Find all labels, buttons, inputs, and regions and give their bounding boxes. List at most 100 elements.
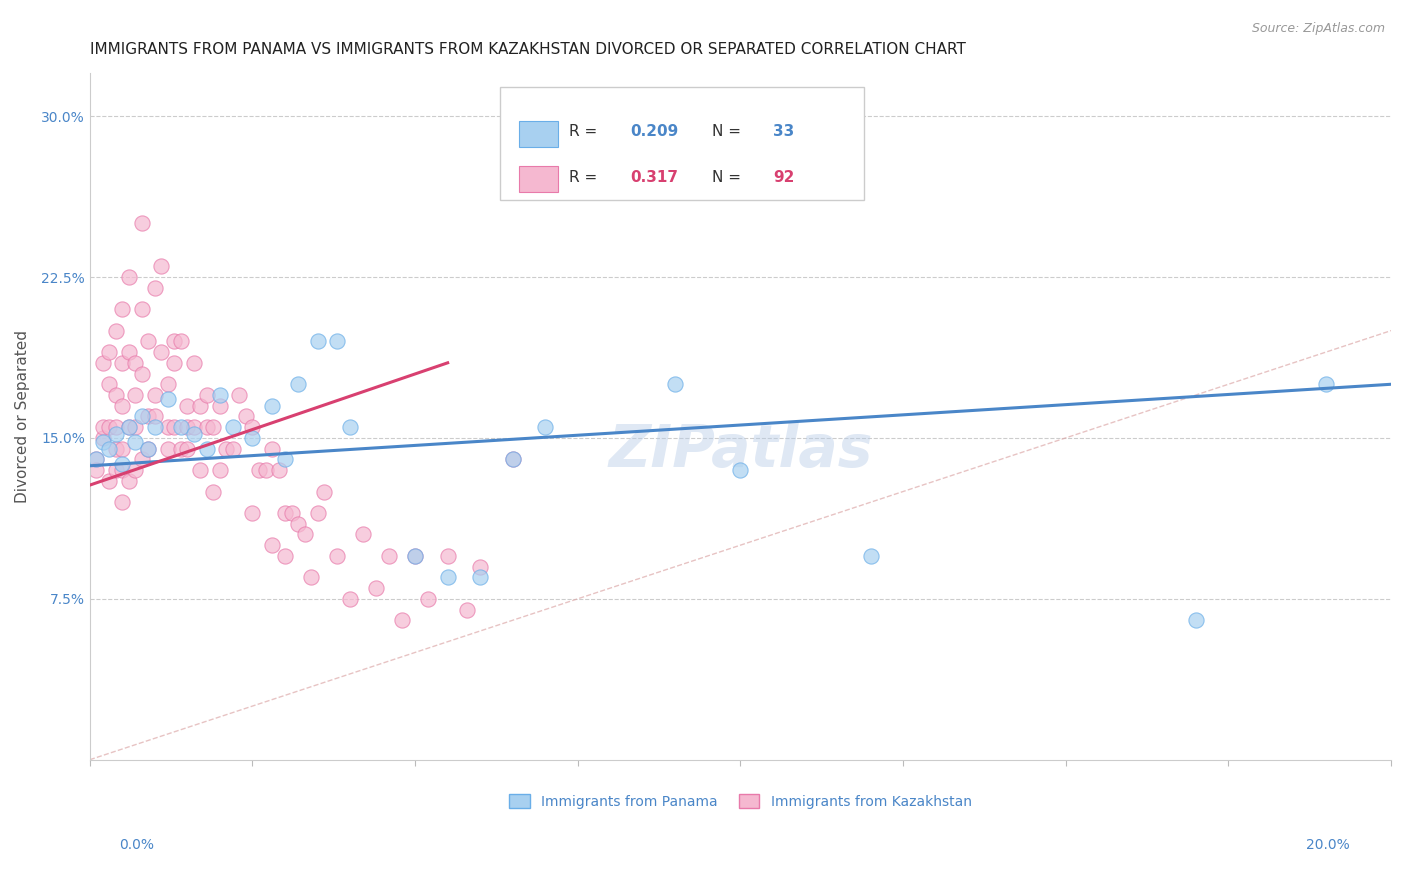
Point xyxy=(183,426,205,441)
Point xyxy=(235,409,257,424)
Point xyxy=(436,549,458,563)
Y-axis label: Divorced or Separated: Divorced or Separated xyxy=(15,330,30,503)
Point xyxy=(664,377,686,392)
Text: N =: N = xyxy=(711,124,745,139)
Point xyxy=(470,570,492,584)
Point xyxy=(391,613,413,627)
Point xyxy=(111,302,134,317)
Legend: Immigrants from Panama, Immigrants from Kazakhstan: Immigrants from Panama, Immigrants from … xyxy=(503,789,977,814)
Point xyxy=(111,495,134,509)
Text: R =: R = xyxy=(568,169,602,185)
Point xyxy=(131,452,153,467)
Point xyxy=(326,334,349,349)
Point xyxy=(163,334,186,349)
Point xyxy=(143,420,166,434)
Point xyxy=(150,345,173,359)
Point xyxy=(195,442,218,456)
Point xyxy=(104,388,127,402)
Point xyxy=(208,399,231,413)
Point xyxy=(156,420,179,434)
Point xyxy=(104,420,127,434)
Point xyxy=(170,442,193,456)
FancyBboxPatch shape xyxy=(519,120,558,146)
Point xyxy=(156,442,179,456)
Point xyxy=(190,463,212,477)
Point xyxy=(208,463,231,477)
Point xyxy=(1185,613,1208,627)
Point xyxy=(111,399,134,413)
Point xyxy=(404,549,426,563)
Point xyxy=(260,538,283,552)
Point xyxy=(307,506,329,520)
Point xyxy=(299,570,322,584)
Point xyxy=(730,463,752,477)
Point xyxy=(91,435,114,450)
Text: 0.209: 0.209 xyxy=(630,124,678,139)
Point xyxy=(859,549,882,563)
Point xyxy=(163,420,186,434)
Point xyxy=(208,388,231,402)
Point xyxy=(124,388,146,402)
Point xyxy=(404,549,426,563)
Point xyxy=(274,549,297,563)
Point xyxy=(124,356,146,370)
Point xyxy=(131,409,153,424)
Point xyxy=(287,377,309,392)
Text: 0.317: 0.317 xyxy=(630,169,678,185)
Point xyxy=(352,527,374,541)
Point xyxy=(150,260,173,274)
Text: 20.0%: 20.0% xyxy=(1306,838,1350,853)
Point xyxy=(104,324,127,338)
Point xyxy=(170,334,193,349)
Point xyxy=(456,602,478,616)
Point xyxy=(247,463,270,477)
Point xyxy=(91,356,114,370)
FancyBboxPatch shape xyxy=(519,166,558,193)
Point xyxy=(104,426,127,441)
Point xyxy=(156,377,179,392)
Text: IMMIGRANTS FROM PANAMA VS IMMIGRANTS FROM KAZAKHSTAN DIVORCED OR SEPARATED CORRE: IMMIGRANTS FROM PANAMA VS IMMIGRANTS FRO… xyxy=(90,42,966,57)
Point xyxy=(183,356,205,370)
Point xyxy=(138,334,160,349)
Point xyxy=(138,442,160,456)
Point xyxy=(202,420,225,434)
Point xyxy=(98,474,121,488)
Point xyxy=(163,356,186,370)
Point xyxy=(176,399,198,413)
Point xyxy=(91,431,114,445)
Point xyxy=(470,559,492,574)
Point xyxy=(287,516,309,531)
Point xyxy=(124,463,146,477)
Point xyxy=(307,334,329,349)
Point xyxy=(143,409,166,424)
Point xyxy=(326,549,349,563)
Point xyxy=(143,281,166,295)
Point xyxy=(118,420,141,434)
Point xyxy=(111,356,134,370)
Point xyxy=(176,420,198,434)
Point xyxy=(502,452,524,467)
Point xyxy=(98,420,121,434)
Point xyxy=(98,377,121,392)
Point xyxy=(228,388,250,402)
Point xyxy=(274,452,297,467)
Point xyxy=(143,388,166,402)
Point xyxy=(339,420,361,434)
Point xyxy=(111,457,134,471)
Point xyxy=(124,435,146,450)
Text: 92: 92 xyxy=(773,169,794,185)
Point xyxy=(294,527,316,541)
Point xyxy=(534,420,557,434)
Point xyxy=(118,420,141,434)
Point xyxy=(183,420,205,434)
Point xyxy=(86,452,108,467)
Point xyxy=(124,420,146,434)
FancyBboxPatch shape xyxy=(499,87,865,200)
Point xyxy=(156,392,179,407)
Point xyxy=(118,345,141,359)
Point xyxy=(138,409,160,424)
Text: 0.0%: 0.0% xyxy=(120,838,155,853)
Point xyxy=(176,442,198,456)
Point xyxy=(222,420,245,434)
Text: Source: ZipAtlas.com: Source: ZipAtlas.com xyxy=(1251,22,1385,36)
